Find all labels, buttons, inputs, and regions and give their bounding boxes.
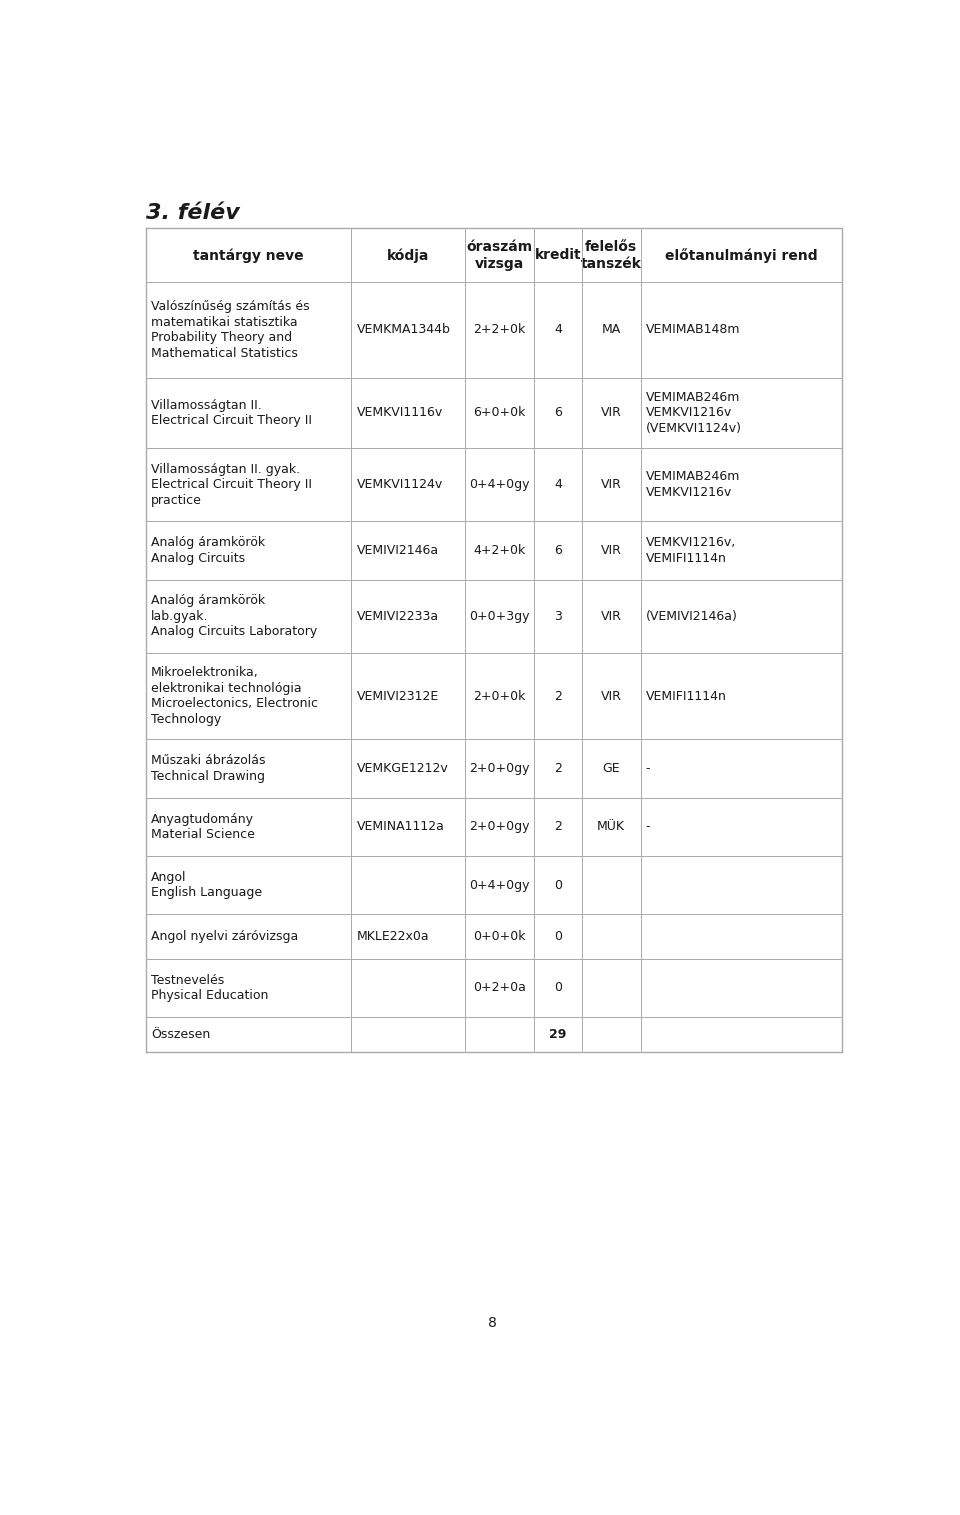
Text: VEMKVI1124v: VEMKVI1124v xyxy=(356,479,443,491)
Text: Összesen: Összesen xyxy=(152,1029,210,1041)
Text: 0: 0 xyxy=(554,982,562,994)
Text: 6+0+0k: 6+0+0k xyxy=(473,406,526,420)
Text: 6: 6 xyxy=(554,406,562,420)
Text: Műszaki ábrázolás
Technical Drawing: Műszaki ábrázolás Technical Drawing xyxy=(152,754,266,783)
Text: VIR: VIR xyxy=(601,479,621,491)
Text: 2: 2 xyxy=(554,762,562,776)
Text: VEMIFI1114n: VEMIFI1114n xyxy=(646,689,727,703)
Text: VEMKGE1212v: VEMKGE1212v xyxy=(356,762,448,776)
Text: 2: 2 xyxy=(554,821,562,833)
Text: 3: 3 xyxy=(554,611,562,623)
Text: 0+4+0gy: 0+4+0gy xyxy=(469,879,530,892)
Text: óraszám
vizsga: óraszám vizsga xyxy=(467,239,533,271)
Text: VEMIVI2233a: VEMIVI2233a xyxy=(356,611,439,623)
Text: 0: 0 xyxy=(554,879,562,892)
Text: 6: 6 xyxy=(554,544,562,558)
Text: 0+4+0gy: 0+4+0gy xyxy=(469,479,530,491)
Text: MKLE22x0a: MKLE22x0a xyxy=(356,930,429,942)
Text: VEMKVI1116v: VEMKVI1116v xyxy=(356,406,443,420)
Text: Analóg áramkörök
Analog Circuits: Analóg áramkörök Analog Circuits xyxy=(152,536,265,565)
Text: 4+2+0k: 4+2+0k xyxy=(473,544,525,558)
Text: GE: GE xyxy=(602,762,620,776)
Text: 4: 4 xyxy=(554,479,562,491)
Text: -: - xyxy=(646,821,650,833)
Text: 8: 8 xyxy=(488,1315,496,1330)
Text: VEMKVI1216v,
VEMIFI1114n: VEMKVI1216v, VEMIFI1114n xyxy=(646,536,736,565)
Text: VEMINA1112a: VEMINA1112a xyxy=(356,821,444,833)
Text: VEMIVI2146a: VEMIVI2146a xyxy=(356,544,439,558)
Text: Angol nyelvi záróvizsga: Angol nyelvi záróvizsga xyxy=(152,930,299,942)
Text: előtanulmányi rend: előtanulmányi rend xyxy=(665,248,818,262)
Text: kódja: kódja xyxy=(387,248,429,262)
Text: -: - xyxy=(646,762,650,776)
Text: 0+0+0k: 0+0+0k xyxy=(473,930,526,942)
Text: Valószínűség számítás és
matematikai statisztika
Probability Theory and
Mathemat: Valószínűség számítás és matematikai sta… xyxy=(152,300,310,359)
Text: 4: 4 xyxy=(554,323,562,336)
Text: tantárgy neve: tantárgy neve xyxy=(193,248,304,262)
Text: VEMIMAB246m
VEMKVI1216v: VEMIMAB246m VEMKVI1216v xyxy=(646,470,740,498)
Text: 2+0+0k: 2+0+0k xyxy=(473,689,526,703)
Text: Mikroelektronika,
elektronikai technológia
Microelectonics, Electronic
Technolog: Mikroelektronika, elektronikai technológ… xyxy=(152,667,319,726)
Text: VEMIMAB246m
VEMKVI1216v
(VEMKVI1124v): VEMIMAB246m VEMKVI1216v (VEMKVI1124v) xyxy=(646,391,742,435)
Text: MÜK: MÜK xyxy=(597,821,625,833)
Text: Villamosságtan II.
Electrical Circuit Theory II: Villamosságtan II. Electrical Circuit Th… xyxy=(152,398,312,427)
Text: Angol
English Language: Angol English Language xyxy=(152,871,262,900)
Text: VEMKMA1344b: VEMKMA1344b xyxy=(356,323,450,336)
Text: VEMIMAB148m: VEMIMAB148m xyxy=(646,323,740,336)
Text: 0: 0 xyxy=(554,930,562,942)
Text: 2: 2 xyxy=(554,689,562,703)
Text: MA: MA xyxy=(602,323,621,336)
Text: 0+0+3gy: 0+0+3gy xyxy=(469,611,530,623)
Text: Villamosságtan II. gyak.
Electrical Circuit Theory II
practice: Villamosságtan II. gyak. Electrical Circ… xyxy=(152,462,312,506)
Text: Anyagtudomány
Material Science: Anyagtudomány Material Science xyxy=(152,812,255,841)
Text: (VEMIVI2146a): (VEMIVI2146a) xyxy=(646,611,737,623)
Text: VIR: VIR xyxy=(601,611,621,623)
Text: Testnevelés
Physical Education: Testnevelés Physical Education xyxy=(152,974,269,1001)
Text: Analóg áramkörök
lab.gyak.
Analog Circuits Laboratory: Analóg áramkörök lab.gyak. Analog Circui… xyxy=(152,594,318,638)
Text: 0+2+0a: 0+2+0a xyxy=(473,982,526,994)
Text: 2+2+0k: 2+2+0k xyxy=(473,323,525,336)
Text: 3. félév: 3. félév xyxy=(146,203,240,223)
Text: kredit: kredit xyxy=(535,248,581,262)
Text: felelős
tanszék: felelős tanszék xyxy=(581,239,641,271)
Text: VIR: VIR xyxy=(601,406,621,420)
Text: 29: 29 xyxy=(549,1029,566,1041)
Text: 2+0+0gy: 2+0+0gy xyxy=(469,762,530,776)
Text: VIR: VIR xyxy=(601,544,621,558)
Text: 2+0+0gy: 2+0+0gy xyxy=(469,821,530,833)
Text: VEMIVI2312E: VEMIVI2312E xyxy=(356,689,439,703)
Text: VIR: VIR xyxy=(601,689,621,703)
